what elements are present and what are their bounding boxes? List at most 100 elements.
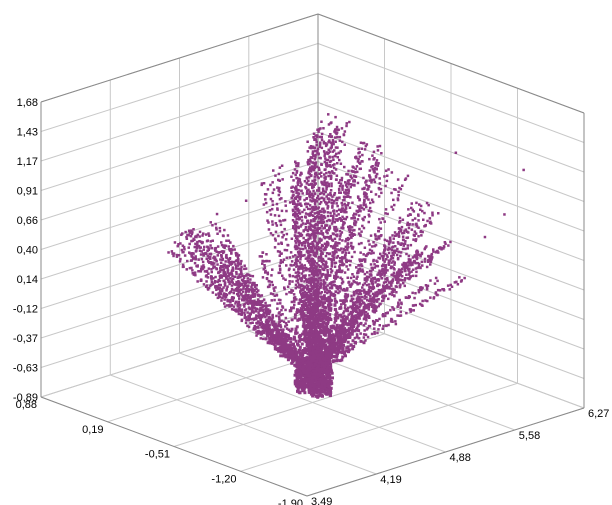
data-point [254, 309, 258, 312]
data-point [216, 263, 219, 266]
data-point [360, 302, 363, 306]
data-point [218, 269, 222, 273]
data-point [301, 210, 304, 214]
data-point [329, 236, 333, 240]
data-point [315, 360, 319, 363]
data-point [267, 312, 271, 315]
data-point [226, 285, 229, 288]
data-point [247, 299, 250, 302]
data-point [361, 268, 364, 271]
data-point [320, 275, 323, 278]
data-point [230, 248, 233, 251]
data-point [422, 218, 425, 221]
data-point [374, 163, 378, 166]
data-point [228, 261, 232, 264]
data-point [315, 375, 319, 379]
data-point [314, 162, 317, 165]
data-point [202, 254, 205, 257]
data-point [321, 252, 324, 255]
data-point [211, 261, 215, 264]
data-point [216, 232, 219, 235]
data-point [307, 244, 310, 247]
data-point [327, 348, 331, 352]
data-point [293, 227, 296, 231]
data-point [297, 243, 301, 247]
data-point [273, 298, 276, 302]
data-point [353, 178, 356, 182]
data-point [312, 231, 315, 234]
data-point [271, 339, 275, 343]
data-point [253, 288, 256, 291]
data-point [332, 294, 335, 297]
data-point [334, 136, 337, 139]
data-point [354, 156, 357, 159]
data-point [274, 286, 277, 289]
data-point [308, 346, 312, 350]
data-point [325, 235, 329, 239]
data-point [185, 268, 188, 271]
data-point [291, 354, 295, 358]
data-point [377, 195, 381, 198]
top-right-edge-line [317, 13, 585, 114]
data-point [297, 355, 301, 359]
data-point [305, 292, 308, 295]
data-point [364, 144, 368, 148]
data-point [268, 336, 272, 340]
data-point [271, 268, 274, 271]
data-point [226, 266, 229, 270]
data-point [310, 313, 314, 316]
data-point [415, 201, 418, 205]
data-point [229, 299, 232, 302]
data-point [300, 288, 303, 291]
data-point [366, 278, 369, 281]
data-point [329, 121, 332, 125]
data-point [340, 127, 344, 130]
data-point [316, 194, 320, 198]
data-point [253, 283, 256, 287]
data-point [315, 173, 318, 177]
data-point [321, 207, 324, 211]
data-point [336, 204, 339, 208]
data-point [186, 259, 189, 263]
data-point [354, 167, 357, 171]
data-point [373, 171, 376, 174]
data-point [222, 286, 225, 289]
data-point [295, 164, 298, 168]
data-point [263, 266, 267, 270]
data-point [205, 270, 209, 273]
data-point [328, 388, 332, 392]
data-point [308, 214, 311, 217]
data-point [194, 258, 197, 261]
data-point [329, 369, 333, 373]
data-point [318, 168, 321, 171]
data-point [363, 272, 367, 276]
data-point [368, 248, 372, 252]
data-point [331, 171, 334, 174]
data-point [296, 378, 300, 382]
data-point [328, 282, 332, 286]
data-point [215, 267, 218, 270]
data-point [295, 257, 298, 260]
data-point [210, 283, 213, 286]
data-point [230, 271, 233, 274]
data-point [413, 217, 417, 220]
data-point [326, 311, 330, 315]
data-point [304, 257, 308, 260]
data-point [326, 231, 329, 235]
data-point [342, 133, 346, 136]
data-point [233, 289, 236, 292]
data-point [336, 196, 339, 200]
data-point [226, 234, 230, 237]
data-point [319, 300, 323, 304]
data-point [406, 214, 410, 217]
data-point [206, 259, 210, 263]
data-point [323, 168, 326, 171]
data-point [294, 211, 297, 214]
data-point [287, 328, 290, 331]
data-point [199, 270, 203, 273]
data-point [191, 239, 194, 242]
data-point [313, 178, 317, 181]
data-point [378, 182, 382, 185]
data-point [305, 269, 308, 272]
data-point [268, 317, 272, 320]
